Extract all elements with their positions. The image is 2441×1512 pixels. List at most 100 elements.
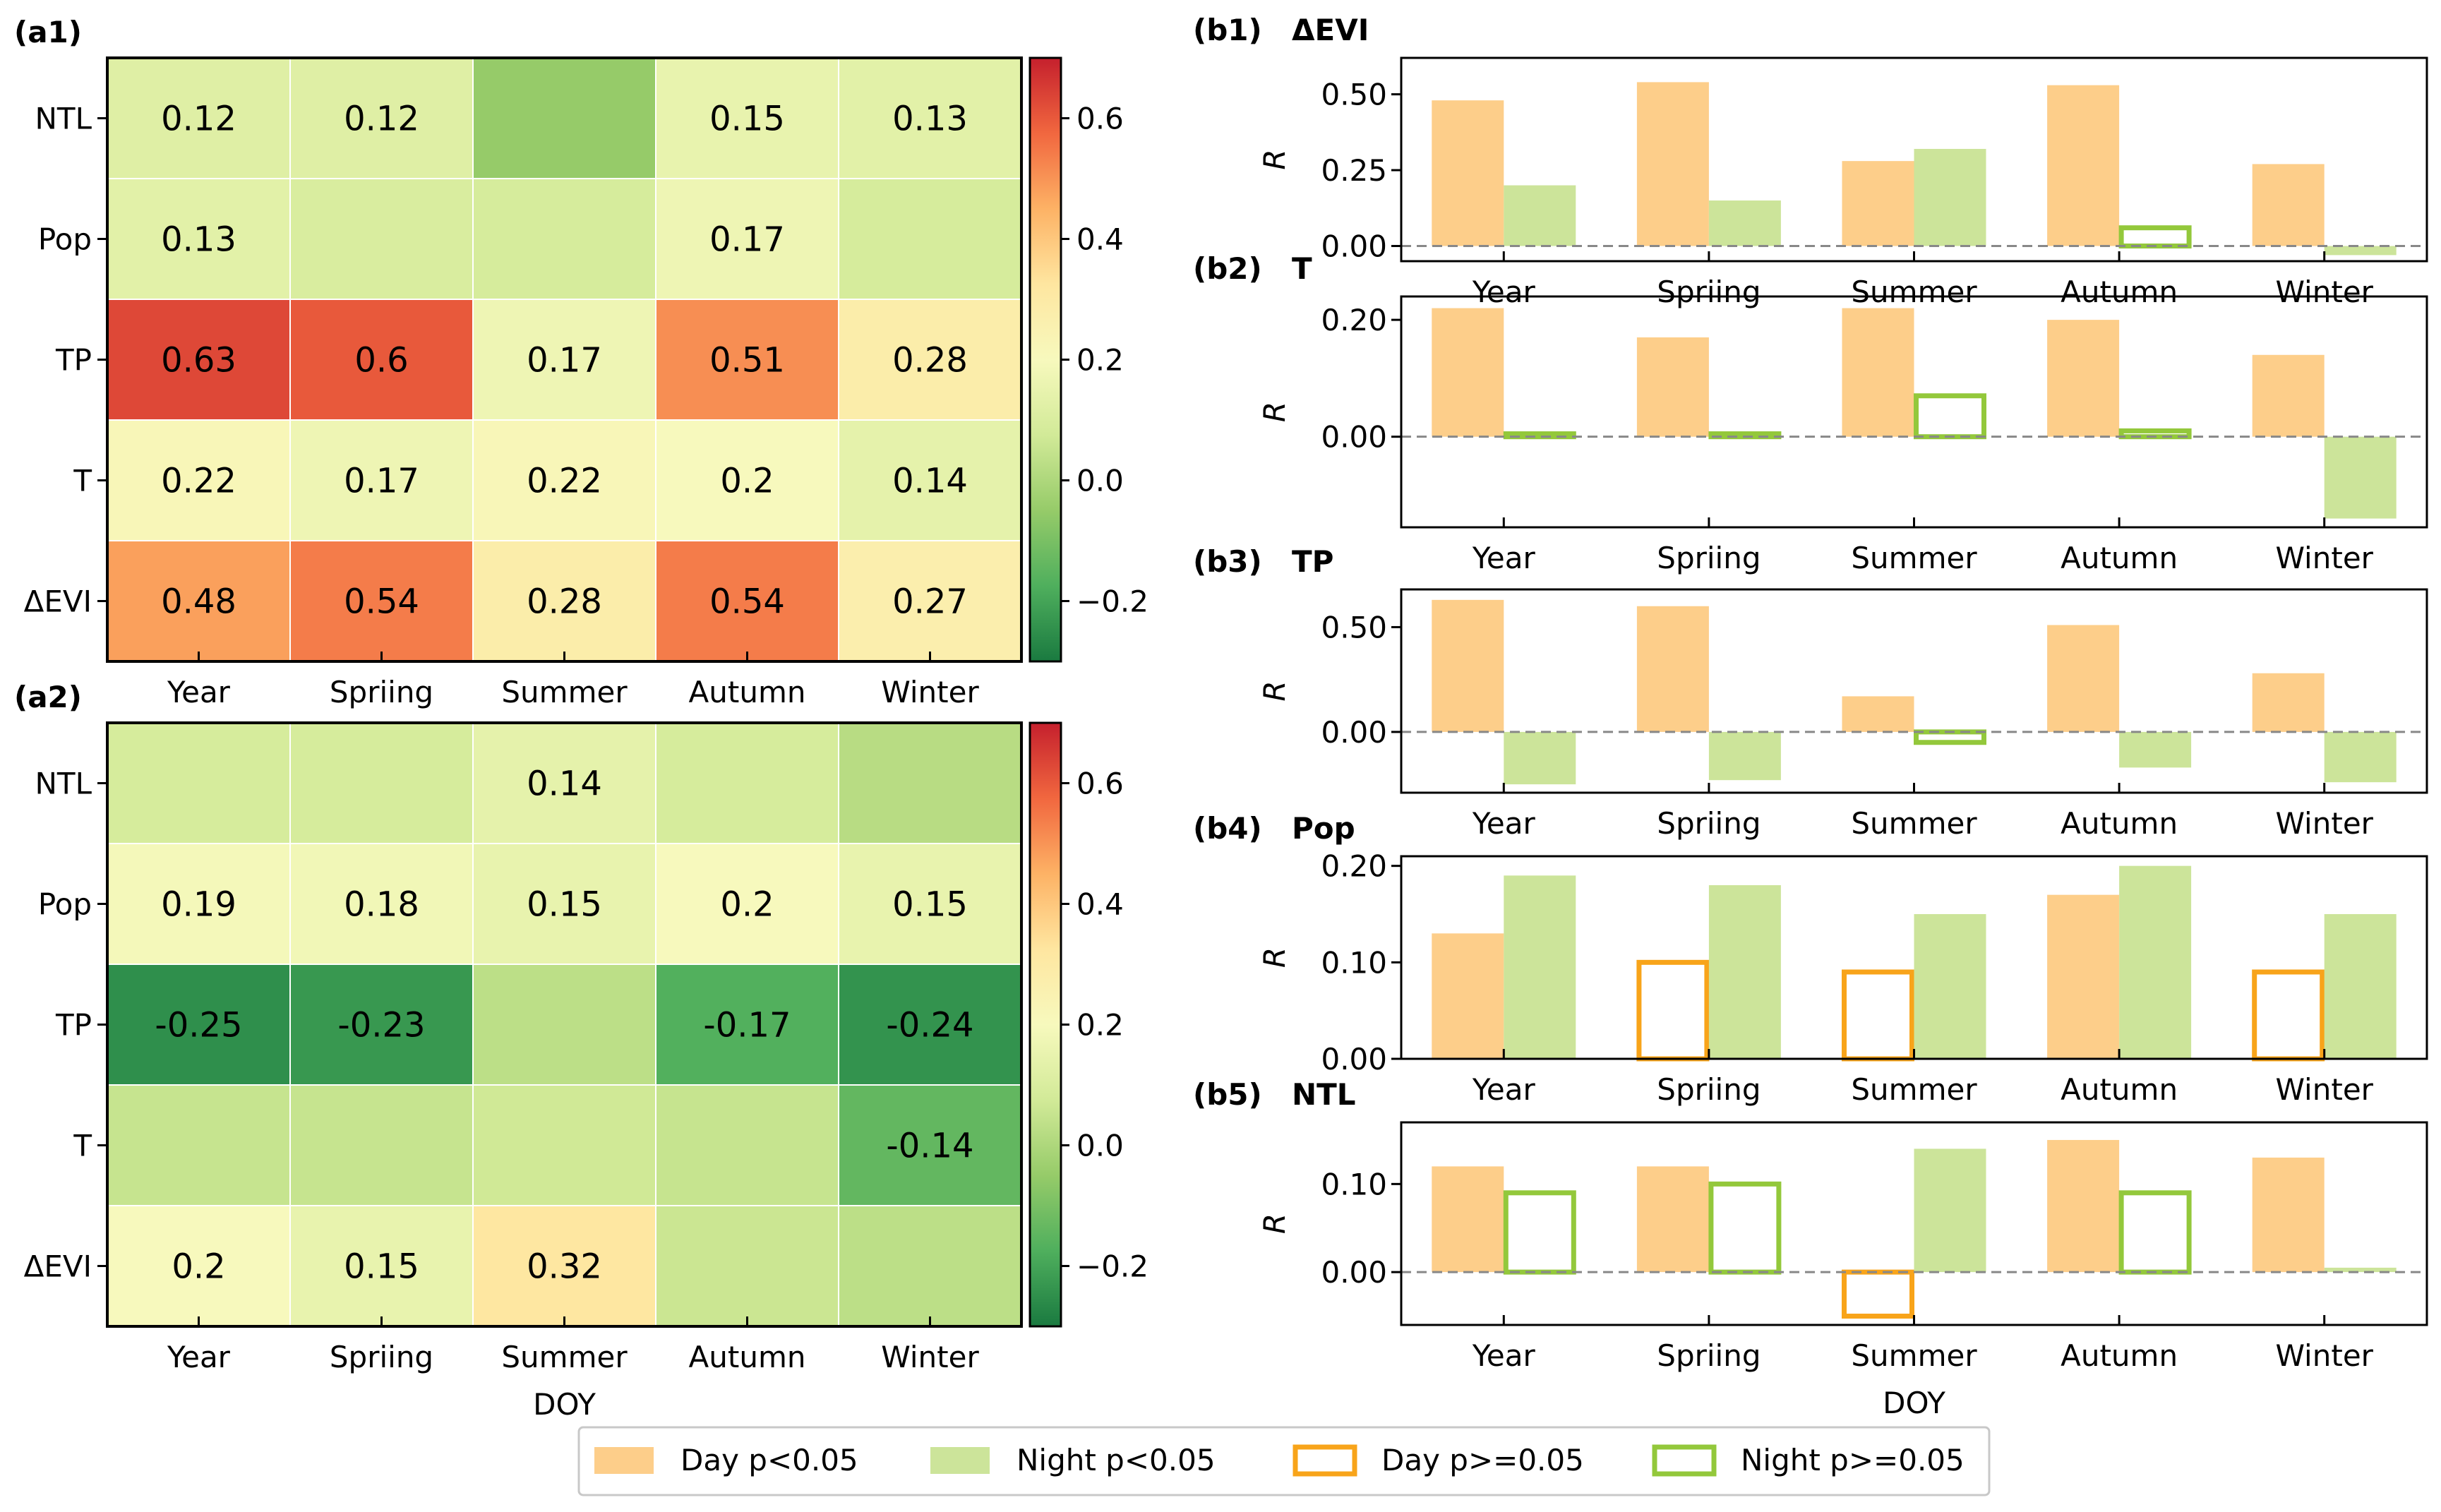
- panel-variable-label: Pop: [1292, 811, 1355, 846]
- column-label: Spriing: [330, 675, 433, 709]
- cell-value-label: 0.51: [709, 341, 785, 380]
- x-tick-label: Spriing: [1657, 1338, 1761, 1373]
- cell-value-label: 0.12: [161, 100, 236, 139]
- cell-value-label: 0.14: [892, 462, 968, 501]
- panel-variable-label: NTL: [1292, 1077, 1356, 1112]
- panel-variable-label: ΔEVI: [1292, 13, 1369, 47]
- heatmap-cell: [107, 1084, 291, 1206]
- heatmap-cell: [107, 964, 291, 1086]
- heatmap-cell: [107, 843, 291, 965]
- y-tick-label: 0.20: [1321, 303, 1387, 337]
- x-tick-label: Autumn: [2061, 541, 2178, 575]
- day-bar: [1636, 82, 1709, 246]
- day-bar: [1432, 933, 1504, 1059]
- heatmap-cell: [838, 722, 1022, 844]
- night-bar: [1914, 914, 1986, 1059]
- night-bar: [2324, 1267, 2397, 1273]
- column-label: Winter: [881, 1340, 979, 1374]
- day-bar: [1842, 308, 1914, 437]
- legend-swatch-day-sig: [594, 1447, 654, 1474]
- night-bar: [2324, 246, 2397, 256]
- panel-variable-label: TP: [1292, 544, 1333, 579]
- panel-label: (b2): [1193, 251, 1262, 286]
- x-tick-label: Winter: [2275, 541, 2373, 575]
- heatmap-cell: [289, 299, 474, 421]
- x-tick-label: Winter: [2275, 275, 2373, 309]
- x-tick-label: Winter: [2275, 1338, 2373, 1373]
- night-bar: [2324, 731, 2397, 783]
- heatmap-cell: [655, 419, 839, 541]
- x-tick-label: Winter: [2275, 806, 2373, 841]
- heatmap-cell: [655, 843, 839, 965]
- colorbar-tick-label: −0.2: [1076, 1249, 1148, 1284]
- day-bar-nonsignificant: [1636, 959, 1710, 1062]
- heatmap-cell: [838, 964, 1022, 1086]
- x-tick-label: Spriing: [1657, 275, 1761, 309]
- axes-frame: [1400, 855, 2428, 1060]
- day-bar: [2047, 1139, 2120, 1273]
- day-bar: [1636, 606, 1709, 732]
- day-bar: [1432, 100, 1504, 246]
- night-bar-nonsignificant: [1503, 1190, 1576, 1275]
- colorbar-tick-label: 0.2: [1076, 343, 1124, 378]
- day-bar: [2252, 354, 2325, 437]
- column-label: Summer: [501, 675, 628, 709]
- x-tick-label: Winter: [2275, 1072, 2373, 1107]
- day-bar: [2047, 85, 2120, 246]
- night-bar: [1708, 885, 1781, 1059]
- panel-label: (b1): [1193, 13, 1262, 47]
- cell-value-label: 0.28: [527, 582, 602, 622]
- column-label: Autumn: [689, 1340, 806, 1374]
- colorbar-tick-label: 0.0: [1076, 1129, 1124, 1163]
- heatmap-cell: [472, 1205, 656, 1327]
- night-bar: [1708, 200, 1781, 246]
- x-tick-label: Autumn: [2061, 275, 2178, 309]
- cell-value-label: 0.27: [892, 582, 968, 622]
- legend-frame: [577, 1426, 1991, 1496]
- y-tick-label: 0.10: [1321, 945, 1387, 980]
- heatmap-cell: [655, 722, 839, 844]
- y-axis-label: R: [1257, 680, 1292, 701]
- night-bar: [2119, 865, 2192, 1059]
- cell-value-label: 0.17: [527, 341, 602, 380]
- day-bar: [1842, 696, 1914, 732]
- x-tick-label: Autumn: [2061, 1338, 2178, 1373]
- cell-value-label: 0.22: [527, 462, 602, 501]
- heatmap-cell: [655, 1084, 839, 1206]
- bar-panel-b1: (b1) ΔEVI Year Spriing Summer Autumn Winter 0.0…: [1193, 13, 2428, 309]
- heatmap-cell: [655, 178, 839, 300]
- row-label: T: [73, 464, 92, 498]
- y-axis-label: R: [1257, 947, 1292, 968]
- colorbar-tick-label: 0.4: [1076, 887, 1124, 922]
- cell-value-label: 0.22: [161, 462, 236, 501]
- heatmap-cell: [289, 178, 474, 300]
- x-tick-label: Summer: [1851, 1072, 1977, 1107]
- heatmap-cell: [107, 57, 291, 179]
- row-label: ΔEVI: [24, 1249, 92, 1284]
- y-tick-label: 0.00: [1321, 420, 1387, 455]
- row-label: Pop: [38, 887, 92, 922]
- day-bar-nonsignificant: [1842, 1269, 1914, 1319]
- y-tick-label: 0.00: [1321, 1255, 1387, 1290]
- x-tick-label: Summer: [1851, 541, 1977, 575]
- cell-value-label: -0.14: [886, 1127, 973, 1166]
- bar-panels: (b1) ΔEVI Year Spriing Summer Autumn Winter 0.0…: [1193, 13, 2428, 1420]
- day-bar: [1432, 308, 1504, 437]
- night-bar-nonsignificant: [1914, 393, 1986, 440]
- day-bar: [1636, 337, 1709, 437]
- day-bar: [2252, 1157, 2325, 1273]
- night-bar: [1504, 185, 1576, 246]
- night-bar: [1914, 1148, 1986, 1273]
- heatmap-cell: [107, 419, 291, 541]
- day-bar: [1432, 1166, 1504, 1273]
- heatmap-cell: [838, 540, 1022, 662]
- x-tick-label: Autumn: [2061, 1072, 2178, 1107]
- x-tick-label: Spriing: [1657, 1072, 1761, 1107]
- cell-value-label: 0.19: [161, 885, 236, 925]
- colorbar: [1028, 56, 1062, 663]
- colorbar-tick-label: 0.2: [1076, 1008, 1124, 1043]
- night-bar-nonsignificant: [1914, 729, 1986, 745]
- y-tick-label: 0.50: [1321, 610, 1387, 644]
- colorbar-tick-label: 0.0: [1076, 464, 1124, 498]
- column-label: Autumn: [689, 675, 806, 709]
